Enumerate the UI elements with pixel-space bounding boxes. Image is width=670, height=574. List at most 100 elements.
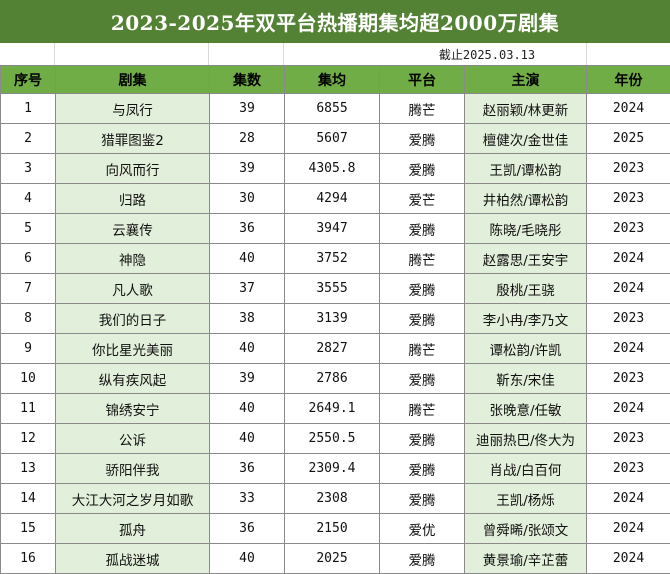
cell-platform: 爱腾 (380, 154, 465, 184)
cell-episodes: 30 (210, 184, 285, 214)
header-drama: 剧集 (56, 66, 210, 94)
cell-year: 2024 (587, 274, 670, 304)
cell-index: 4 (1, 184, 56, 214)
cell-average: 4294 (285, 184, 380, 214)
cell-year: 2024 (587, 244, 670, 274)
cell-index: 15 (1, 514, 56, 544)
cell-average: 2550.5 (285, 424, 380, 454)
cell-index: 10 (1, 364, 56, 394)
cell-year: 2024 (587, 334, 670, 364)
cell-drama: 与凤行 (56, 94, 210, 124)
cell-drama: 猎罪图鉴2 (56, 124, 210, 154)
cell-platform: 腾芒 (380, 94, 465, 124)
cell-platform: 腾芒 (380, 244, 465, 274)
cell-year: 2024 (587, 514, 670, 544)
cell-drama: 孤舟 (56, 514, 210, 544)
date-row: 截止2025.03.13 (0, 43, 670, 65)
cell-index: 3 (1, 154, 56, 184)
cell-average: 2025 (285, 544, 380, 574)
cell-cast: 谭松韵/许凯 (465, 334, 587, 364)
cell-episodes: 40 (210, 394, 285, 424)
header-episodes: 集数 (210, 66, 285, 94)
cell-episodes: 39 (210, 94, 285, 124)
cell-episodes: 36 (210, 214, 285, 244)
header-index: 序号 (1, 66, 56, 94)
cell-platform: 爱腾 (380, 424, 465, 454)
cell-drama: 骄阳伴我 (56, 454, 210, 484)
cell-cast: 赵露思/王安宇 (465, 244, 587, 274)
cell-year: 2024 (587, 484, 670, 514)
cell-platform: 爱腾 (380, 124, 465, 154)
sheet: 2023-2025年双平台热播期集均超2000万剧集 截止2025.03.13 … (0, 0, 670, 542)
cell-year: 2023 (587, 304, 670, 334)
cell-drama: 你比星光美丽 (56, 334, 210, 364)
cell-episodes: 28 (210, 124, 285, 154)
cell-year: 2023 (587, 424, 670, 454)
cell-average: 2308 (285, 484, 380, 514)
cell-platform: 爱腾 (380, 454, 465, 484)
cell-platform: 爱优 (380, 514, 465, 544)
header-average: 集均 (285, 66, 380, 94)
cell-index: 1 (1, 94, 56, 124)
cell-platform: 腾芒 (380, 334, 465, 364)
cell-cast: 王凯/谭松韵 (465, 154, 587, 184)
cell-cast: 迪丽热巴/佟大为 (465, 424, 587, 454)
cell-index: 9 (1, 334, 56, 364)
cell-year: 2023 (587, 454, 670, 484)
cell-index: 13 (1, 454, 56, 484)
cell-cast: 陈晓/毛晓彤 (465, 214, 587, 244)
cell-cast: 黄景瑜/辛芷蕾 (465, 544, 587, 574)
cell-year: 2024 (587, 394, 670, 424)
cell-cast: 肖战/白百何 (465, 454, 587, 484)
cell-drama: 神隐 (56, 244, 210, 274)
cell-year: 2023 (587, 184, 670, 214)
cell-index: 11 (1, 394, 56, 424)
cell-year: 2023 (587, 154, 670, 184)
cell-year: 2023 (587, 214, 670, 244)
cell-platform: 爱腾 (380, 484, 465, 514)
cell-episodes: 36 (210, 454, 285, 484)
cell-index: 7 (1, 274, 56, 304)
cell-episodes: 37 (210, 274, 285, 304)
cell-average: 2649.1 (285, 394, 380, 424)
cell-episodes: 40 (210, 334, 285, 364)
cell-episodes: 39 (210, 364, 285, 394)
header-year: 年份 (587, 66, 670, 94)
cell-cast: 王凯/杨烁 (465, 484, 587, 514)
cell-average: 4305.8 (285, 154, 380, 184)
cell-year: 2024 (587, 94, 670, 124)
cell-platform: 爱芒 (380, 184, 465, 214)
cell-platform: 爱腾 (380, 304, 465, 334)
cell-drama: 我们的日子 (56, 304, 210, 334)
cell-episodes: 38 (210, 304, 285, 334)
cell-cast: 靳东/宋佳 (465, 364, 587, 394)
cell-average: 6855 (285, 94, 380, 124)
cell-average: 3139 (285, 304, 380, 334)
cell-drama: 纵有疾风起 (56, 364, 210, 394)
table-title: 2023-2025年双平台热播期集均超2000万剧集 (0, 0, 670, 43)
cell-platform: 爱腾 (380, 274, 465, 304)
cell-drama: 孤战迷城 (56, 544, 210, 574)
cell-drama: 大江大河之岁月如歌 (56, 484, 210, 514)
cell-average: 5607 (285, 124, 380, 154)
header-row: 序号 剧集 集数 集均 平台 主演 年份 (1, 66, 670, 94)
cell-index: 12 (1, 424, 56, 454)
cell-platform: 爱腾 (380, 544, 465, 574)
cell-drama: 锦绣安宁 (56, 394, 210, 424)
cell-cast: 殷桃/王骁 (465, 274, 587, 304)
cell-episodes: 33 (210, 484, 285, 514)
